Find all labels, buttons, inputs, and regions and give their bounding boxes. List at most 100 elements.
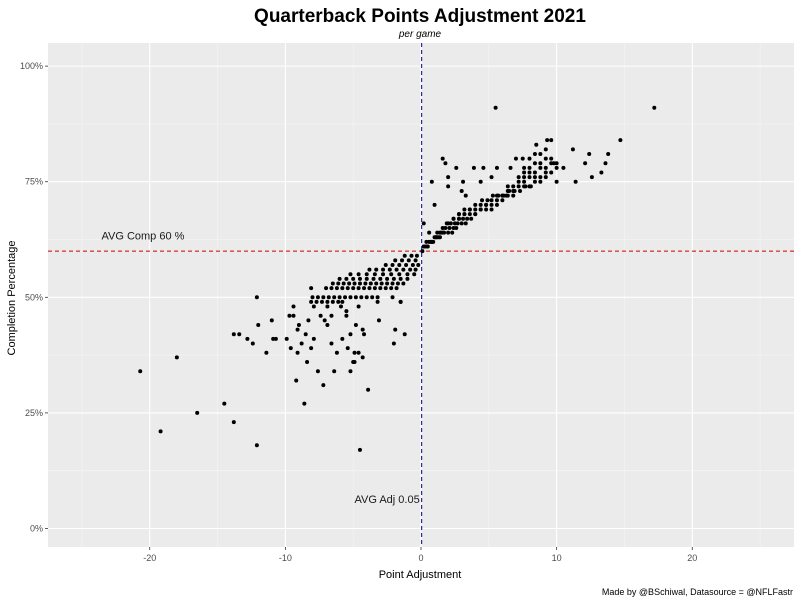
x-axis-ticks: -20 -10 0 10 20 [143,547,697,563]
data-point [256,323,261,328]
data-point [394,267,399,272]
data-point [360,355,365,360]
data-point [545,138,550,143]
data-point [315,369,320,374]
data-point [245,336,250,341]
data-point [341,281,346,286]
data-point [295,327,300,332]
data-point [456,216,461,221]
data-point [309,299,314,304]
data-point [478,207,483,212]
data-point [410,262,415,267]
data-point [366,387,371,392]
data-point [378,286,383,291]
data-point [302,401,307,406]
annotations: AVG Comp 60 % AVG Adj 0.05 [101,231,419,507]
data-point [314,299,319,304]
data-point [583,161,588,166]
data-point [378,276,383,281]
data-point [337,276,342,281]
data-point [606,151,611,156]
data-point [505,188,510,193]
data-point [473,207,478,212]
data-point [348,295,353,300]
data-point [652,105,657,110]
data-point [618,138,623,143]
data-point [446,221,451,226]
data-point [532,179,537,184]
data-point [306,318,311,323]
data-point [589,175,594,180]
data-point [462,207,467,212]
data-point [357,447,362,452]
data-point [554,179,559,184]
y-tick-label: 50% [25,292,43,302]
data-point [413,267,418,272]
data-point [363,281,368,286]
data-point [405,276,410,281]
data-point [360,327,365,332]
data-point [433,235,438,240]
data-point [273,336,278,341]
data-point [516,184,521,189]
data-point [522,184,527,189]
data-point [432,202,437,207]
data-point [522,170,527,175]
data-point [446,184,451,189]
data-point [291,313,296,318]
data-point [330,281,335,286]
data-point [329,313,334,318]
data-point [376,318,381,323]
data-point [520,156,525,161]
data-point [138,369,143,374]
data-point [343,295,348,300]
chart-caption: Made by @BSchiwal, Datasource = @NFLFast… [602,587,793,597]
data-point [395,281,400,286]
data-point [412,272,417,277]
data-point [368,281,373,286]
data-point [334,350,339,355]
data-point [357,281,362,286]
data-point [429,179,434,184]
data-point [511,193,516,198]
data-point [332,295,337,300]
data-point [513,156,518,161]
data-point [489,198,494,203]
data-point [427,230,432,235]
data-point [372,286,377,291]
data-point [429,239,434,244]
data-point [538,175,543,180]
data-point [446,230,451,235]
data-point [362,286,367,291]
data-point [538,161,543,166]
data-point [527,170,532,175]
data-point [543,175,548,180]
data-point [489,207,494,212]
data-point [437,235,442,240]
data-point [352,350,357,355]
data-point [446,175,451,180]
data-point [494,202,499,207]
data-point [451,216,456,221]
data-point [397,262,402,267]
data-point [325,304,330,309]
data-point [385,281,390,286]
data-point [402,332,407,337]
data-point [543,147,548,152]
data-point [532,170,537,175]
data-point [443,161,448,166]
data-point [573,179,578,184]
data-point [459,188,464,193]
y-tick-label: 25% [25,408,43,418]
data-point [231,332,236,337]
data-point [315,295,320,300]
data-point [471,165,476,170]
data-point [473,212,478,217]
data-point [406,258,411,263]
data-point [364,276,369,281]
data-point [587,151,592,156]
data-point [461,179,466,184]
data-point [467,212,472,217]
data-point [391,341,396,346]
data-point [353,295,358,300]
